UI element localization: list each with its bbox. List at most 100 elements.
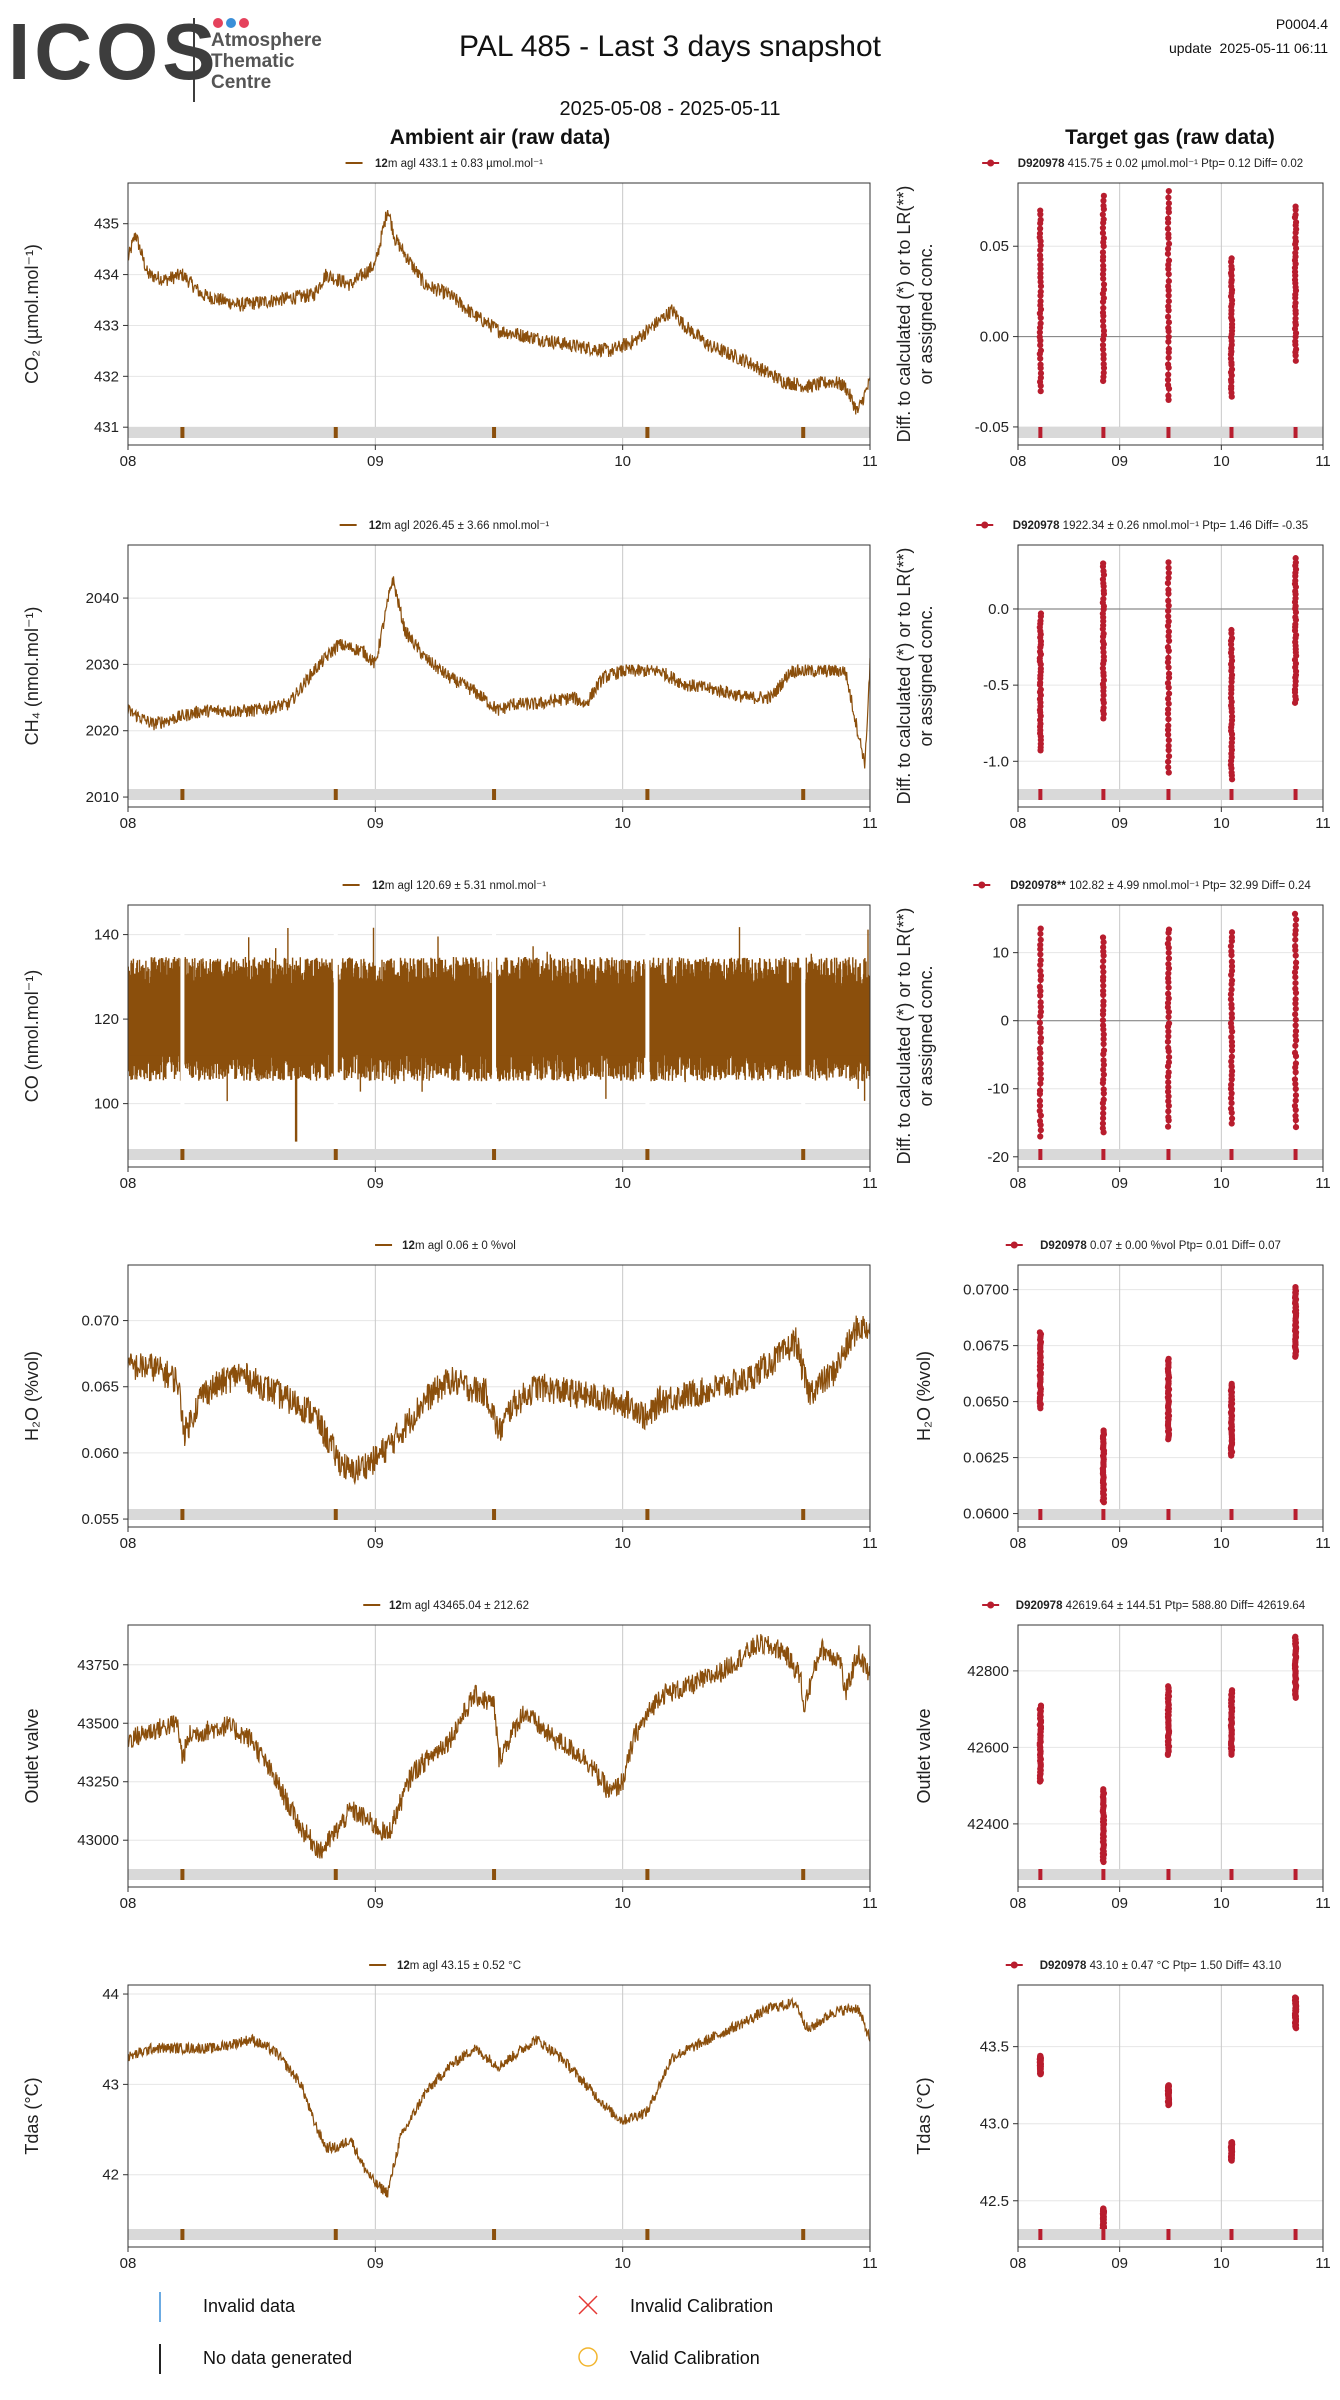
x-tick-label: 09: [1111, 815, 1128, 832]
calibration-point: [1165, 654, 1172, 662]
calibration-point: [1100, 275, 1107, 282]
calibration-point: [1165, 303, 1172, 310]
series-legend: 12m agl 43465.04 ± 212.62: [363, 1600, 529, 1612]
calibration-point: [1165, 975, 1172, 982]
x-tick-label: 09: [367, 1535, 384, 1552]
calibration-point: [1164, 940, 1171, 947]
calibration-point: [1037, 1075, 1044, 1083]
series-legend-stats: 0.07 ± 0.00 %vol Ptp= 0.01 Diff= 0.07: [1087, 1240, 1281, 1252]
calibration-point: [1036, 983, 1043, 990]
calibration-point: [1165, 764, 1172, 771]
calibration-point: [1165, 716, 1172, 723]
calibration-point: [1292, 959, 1300, 966]
calibration-point: [1100, 944, 1107, 951]
calibration-point: [1037, 242, 1044, 249]
calibration-point: [1100, 262, 1107, 269]
calibration-point: [1165, 753, 1173, 760]
flag-marker: [1038, 2229, 1043, 2240]
y-tick-label: -10: [987, 1081, 1009, 1098]
series-legend-id: 12: [369, 520, 382, 532]
calibration-point: [1036, 333, 1043, 341]
calibration-point: [1100, 1066, 1107, 1073]
calibration-point: [1228, 1047, 1236, 1054]
calibration-point: [1100, 192, 1107, 199]
calibration-point: [1099, 963, 1107, 971]
calibration-point: [1292, 219, 1300, 226]
outlet-target-panel: 42400 42600 42800 08 09 10 11 D920978 42619.64 …: [914, 1600, 1331, 1912]
calibration-point: [1164, 245, 1172, 252]
calibration-point: [1291, 1102, 1299, 1110]
x-tick-label: 09: [1111, 453, 1128, 470]
calibration-point: [1036, 1097, 1044, 1104]
calibration-point: [1165, 633, 1172, 640]
calibration-point: [1228, 1033, 1235, 1041]
calibration-point: [1165, 1084, 1172, 1091]
calibration-point: [1228, 963, 1236, 970]
calibration-point: [1292, 979, 1299, 987]
calibration-point: [1100, 1035, 1107, 1043]
series-legend: 12m agl 0.06 ± 0 %vol: [375, 1240, 516, 1252]
data-layer: [128, 1315, 870, 1486]
calibration-point: [1165, 970, 1172, 977]
y-tick-label: -0.5: [983, 677, 1009, 694]
calibration-point: [1165, 559, 1172, 566]
calibration-point: [1099, 249, 1107, 256]
calibration-point: [1100, 587, 1107, 594]
calibration-point: [1228, 948, 1235, 955]
plot-frame: [1017, 544, 1324, 808]
calibration-point: [1228, 967, 1236, 974]
logo-dots: [213, 18, 249, 28]
calibration-point: [1100, 653, 1107, 660]
data-layer: [1036, 187, 1300, 404]
calibration-point: [1228, 1038, 1236, 1046]
flag-marker: [801, 1149, 806, 1160]
calibration-point: [1165, 597, 1172, 604]
series-legend-id: D920978: [1040, 1960, 1087, 1972]
calibration-point: [1227, 943, 1235, 950]
data-layer: [1036, 555, 1300, 783]
calibration-point: [1165, 278, 1172, 285]
flag-marker: [180, 2229, 185, 2240]
flag-marker: [1293, 2229, 1298, 2240]
calibration-point: [1228, 1076, 1235, 1083]
flag-marker: [1038, 427, 1043, 438]
calibration-point: [1228, 713, 1236, 720]
calibration-point: [1292, 1085, 1299, 1093]
calibration-point: [1228, 683, 1235, 690]
series-legend-dot: [978, 881, 986, 889]
calibration-point: [1165, 569, 1172, 577]
y-tick-label: 0.060: [81, 1445, 119, 1462]
logo-dot-2: [226, 18, 236, 28]
flag-band: [128, 1509, 870, 1520]
logo-line-2: Thematic: [211, 51, 295, 72]
calibration-point: [1100, 630, 1107, 637]
series-legend-dot: [1010, 1241, 1018, 1249]
calibration-point: [1292, 1005, 1299, 1012]
x-tick-label: 08: [1010, 1895, 1027, 1912]
x-tick-label: 09: [367, 815, 384, 832]
calibration-point: [1037, 992, 1044, 999]
calibration-point: [1164, 1123, 1172, 1130]
calibration-point: [1100, 560, 1107, 567]
h2o-ambient-panel: 0.055 0.060 0.065 0.070 08 09 10 11 12m agl 0.06…: [22, 1240, 878, 1552]
series-legend-id: D920978: [1040, 1240, 1087, 1252]
calibration-point: [1037, 951, 1044, 958]
flag-marker: [1166, 789, 1171, 800]
calibration-point: [1100, 568, 1107, 575]
calibration-point: [1037, 388, 1044, 395]
y-tick-label: -20: [987, 1149, 1009, 1166]
y-axis-label: Tdas (°C): [22, 2077, 42, 2154]
flag-marker: [801, 427, 806, 438]
series-legend-id: 12: [372, 880, 385, 892]
flag-marker: [180, 427, 185, 438]
calibration-point: [1100, 304, 1107, 312]
calibration-point: [1165, 984, 1172, 991]
calibration-point: [1099, 1115, 1107, 1122]
flag-marker: [645, 1149, 650, 1160]
y-tick-label: 0.0700: [963, 1282, 1009, 1299]
calibration-point: [1037, 1060, 1044, 1067]
calibration-point: [1227, 991, 1235, 998]
calibration-point: [1165, 586, 1172, 593]
calibration-point: [1099, 934, 1107, 941]
calibration-point: [1165, 1053, 1173, 1061]
